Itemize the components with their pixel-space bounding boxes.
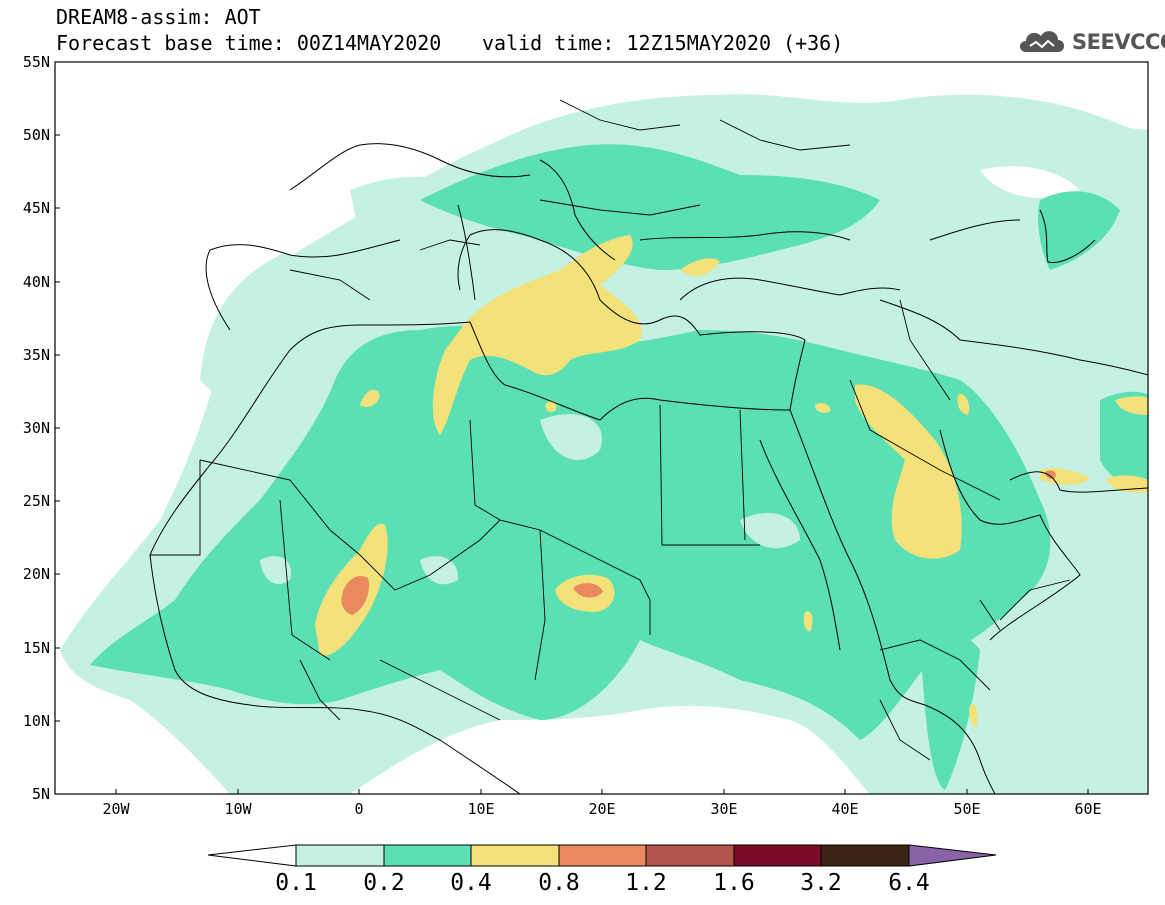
aot-level-0.4 bbox=[432, 235, 642, 435]
forecast-base-time: Forecast base time: 00Z14MAY2020 bbox=[56, 31, 442, 55]
lat-label: 55N bbox=[22, 53, 50, 71]
lat-label: 25N bbox=[22, 492, 50, 510]
valid-time: valid time: 12Z15MAY2020 (+36) bbox=[482, 31, 844, 55]
colorbar bbox=[207, 844, 997, 867]
colorbar-box-1.6 bbox=[733, 844, 822, 867]
lat-label: 40N bbox=[22, 273, 50, 291]
lat-label: 20N bbox=[22, 565, 50, 583]
colorbar-box-0.2 bbox=[383, 844, 472, 867]
colorbar-box-1.2 bbox=[645, 844, 735, 867]
logo-text: SEEVCCC bbox=[1072, 30, 1165, 54]
lon-label: 10E bbox=[467, 800, 495, 818]
lat-label: 5N bbox=[31, 785, 50, 803]
lat-label: 35N bbox=[22, 346, 50, 364]
lon-label: 0 bbox=[354, 800, 364, 818]
map-title: DREAM8-assim: AOT bbox=[56, 5, 261, 29]
lon-label: 60E bbox=[1074, 800, 1102, 818]
colorbar-box-0.8 bbox=[558, 844, 647, 867]
lon-label: 50E bbox=[953, 800, 981, 818]
lat-label: 15N bbox=[22, 639, 50, 657]
seevccc-logo: SEEVCCC bbox=[1016, 24, 1165, 58]
lon-label: 20W bbox=[102, 800, 130, 818]
colorbar-label: 0.8 bbox=[538, 870, 580, 896]
colorbar-under-arrow bbox=[207, 844, 297, 867]
colorbar-label: 1.6 bbox=[713, 870, 755, 896]
colorbar-over-arrow bbox=[908, 844, 997, 867]
lon-label: 30E bbox=[710, 800, 738, 818]
lon-label: 20E bbox=[588, 800, 616, 818]
lat-label: 50N bbox=[22, 126, 50, 144]
axis-ticks bbox=[55, 61, 1089, 794]
colorbar-box-3.2 bbox=[820, 844, 910, 867]
colorbar-label: 0.2 bbox=[363, 870, 405, 896]
colorbar-label: 0.4 bbox=[450, 870, 492, 896]
lon-label: 10W bbox=[224, 800, 252, 818]
lat-label: 45N bbox=[22, 199, 50, 217]
aot-field bbox=[60, 94, 1148, 794]
colorbar-box-0.4 bbox=[470, 844, 560, 867]
lat-label: 10N bbox=[22, 712, 50, 730]
colorbar-box-0.1 bbox=[295, 844, 385, 867]
lat-label: 30N bbox=[22, 419, 50, 437]
colorbar-label: 6.4 bbox=[888, 870, 930, 896]
aot-level-0.8 bbox=[341, 575, 370, 615]
cloud-icon bbox=[1020, 31, 1064, 52]
borders bbox=[150, 99, 1071, 761]
colorbar-label: 3.2 bbox=[800, 870, 842, 896]
colorbar-label: 1.2 bbox=[625, 870, 667, 896]
colorbar-label: 0.1 bbox=[275, 870, 317, 896]
coastlines bbox=[149, 143, 1148, 794]
lon-label: 40E bbox=[831, 800, 859, 818]
